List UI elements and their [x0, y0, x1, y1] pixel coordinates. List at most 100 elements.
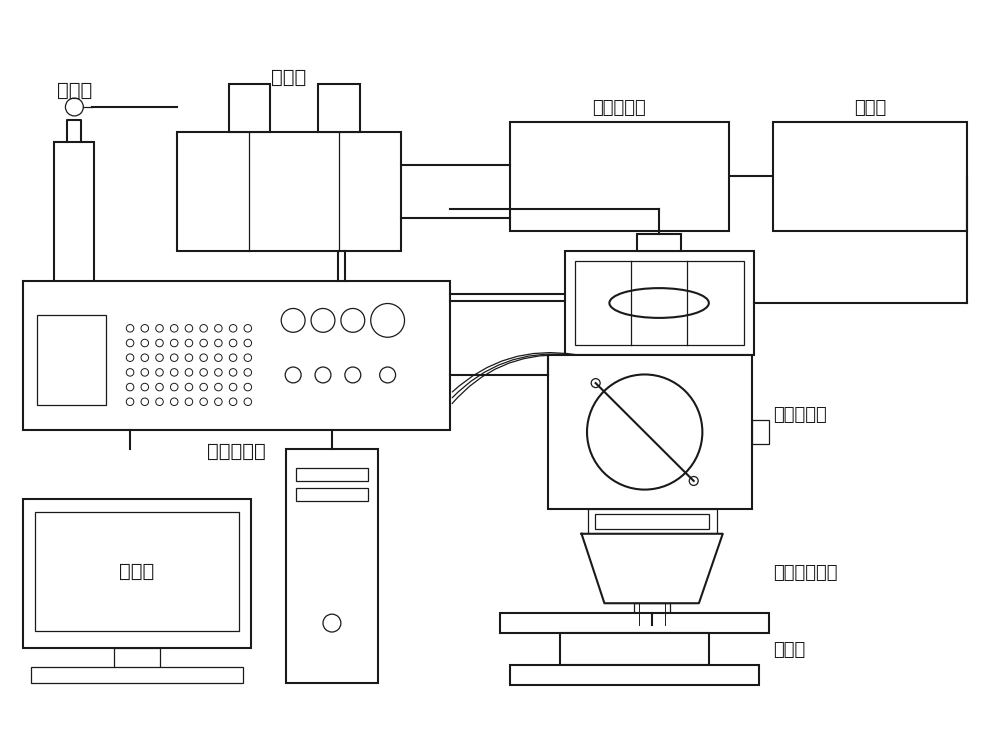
Circle shape — [689, 477, 698, 485]
Circle shape — [244, 398, 252, 406]
Circle shape — [345, 367, 361, 383]
Bar — [634, 603, 670, 625]
Circle shape — [170, 369, 178, 376]
Text: 光纤激光器: 光纤激光器 — [207, 442, 266, 460]
Circle shape — [200, 398, 207, 406]
Circle shape — [170, 398, 178, 406]
Circle shape — [215, 398, 222, 406]
Bar — [35, 512, 239, 631]
Circle shape — [229, 398, 237, 406]
Circle shape — [126, 383, 134, 391]
Circle shape — [215, 325, 222, 332]
Circle shape — [156, 369, 163, 376]
Bar — [31, 667, 243, 682]
Circle shape — [141, 339, 149, 347]
Circle shape — [156, 339, 163, 347]
Bar — [548, 355, 752, 509]
Bar — [296, 468, 368, 481]
Circle shape — [323, 614, 341, 632]
Circle shape — [380, 367, 396, 383]
Circle shape — [200, 339, 207, 347]
Circle shape — [285, 367, 301, 383]
Bar — [54, 142, 94, 326]
Circle shape — [156, 354, 163, 361]
Circle shape — [341, 309, 365, 332]
Text: 工作台: 工作台 — [773, 641, 806, 659]
Circle shape — [126, 325, 134, 332]
Circle shape — [200, 354, 207, 361]
Circle shape — [200, 325, 207, 332]
Circle shape — [185, 325, 193, 332]
Circle shape — [315, 367, 331, 383]
Bar — [560, 633, 709, 665]
Circle shape — [170, 383, 178, 391]
Circle shape — [185, 369, 193, 376]
Circle shape — [156, 383, 163, 391]
Circle shape — [200, 369, 207, 376]
Text: 氯气瓶: 氯气瓶 — [57, 81, 92, 100]
Bar — [752, 420, 769, 444]
Bar — [773, 122, 967, 231]
Circle shape — [185, 354, 193, 361]
Polygon shape — [582, 534, 723, 603]
Bar — [177, 132, 401, 251]
Circle shape — [371, 303, 405, 337]
Circle shape — [215, 383, 222, 391]
Circle shape — [244, 369, 252, 376]
Circle shape — [65, 98, 83, 116]
Circle shape — [170, 339, 178, 347]
Circle shape — [126, 354, 134, 361]
Bar — [637, 234, 681, 251]
Circle shape — [141, 369, 149, 376]
Text: 同轴燕覆头: 同轴燕覆头 — [773, 406, 827, 424]
Circle shape — [200, 383, 207, 391]
Circle shape — [281, 309, 305, 332]
Bar — [595, 514, 709, 529]
Circle shape — [156, 398, 163, 406]
Bar — [114, 648, 160, 667]
Circle shape — [229, 354, 237, 361]
Bar — [588, 509, 717, 534]
Circle shape — [229, 325, 237, 332]
Bar — [23, 499, 251, 648]
Text: 空气压缩机: 空气压缩机 — [592, 99, 646, 117]
Circle shape — [185, 339, 193, 347]
Circle shape — [587, 374, 702, 490]
Circle shape — [170, 354, 178, 361]
Bar — [229, 84, 270, 132]
Circle shape — [185, 398, 193, 406]
Circle shape — [185, 383, 193, 391]
Circle shape — [244, 383, 252, 391]
Circle shape — [126, 339, 134, 347]
Circle shape — [311, 309, 335, 332]
Bar — [37, 315, 106, 405]
Circle shape — [141, 383, 149, 391]
Circle shape — [141, 354, 149, 361]
Bar — [318, 84, 360, 132]
Bar — [23, 280, 450, 429]
Bar — [575, 260, 744, 345]
Circle shape — [126, 398, 134, 406]
Bar — [286, 449, 378, 682]
Bar — [296, 488, 368, 501]
Circle shape — [229, 369, 237, 376]
Circle shape — [229, 339, 237, 347]
Bar — [565, 251, 754, 355]
Circle shape — [156, 325, 163, 332]
Bar — [510, 665, 759, 684]
Ellipse shape — [609, 288, 709, 318]
Circle shape — [215, 354, 222, 361]
Circle shape — [141, 325, 149, 332]
Circle shape — [215, 339, 222, 347]
Circle shape — [591, 379, 600, 388]
Text: 送粉器: 送粉器 — [271, 68, 306, 87]
Circle shape — [244, 339, 252, 347]
Circle shape — [215, 369, 222, 376]
Text: 控制器: 控制器 — [119, 562, 155, 581]
Circle shape — [244, 325, 252, 332]
Text: 换热器: 换热器 — [854, 99, 887, 117]
Circle shape — [244, 354, 252, 361]
Circle shape — [229, 383, 237, 391]
Circle shape — [141, 398, 149, 406]
Bar — [510, 122, 729, 231]
